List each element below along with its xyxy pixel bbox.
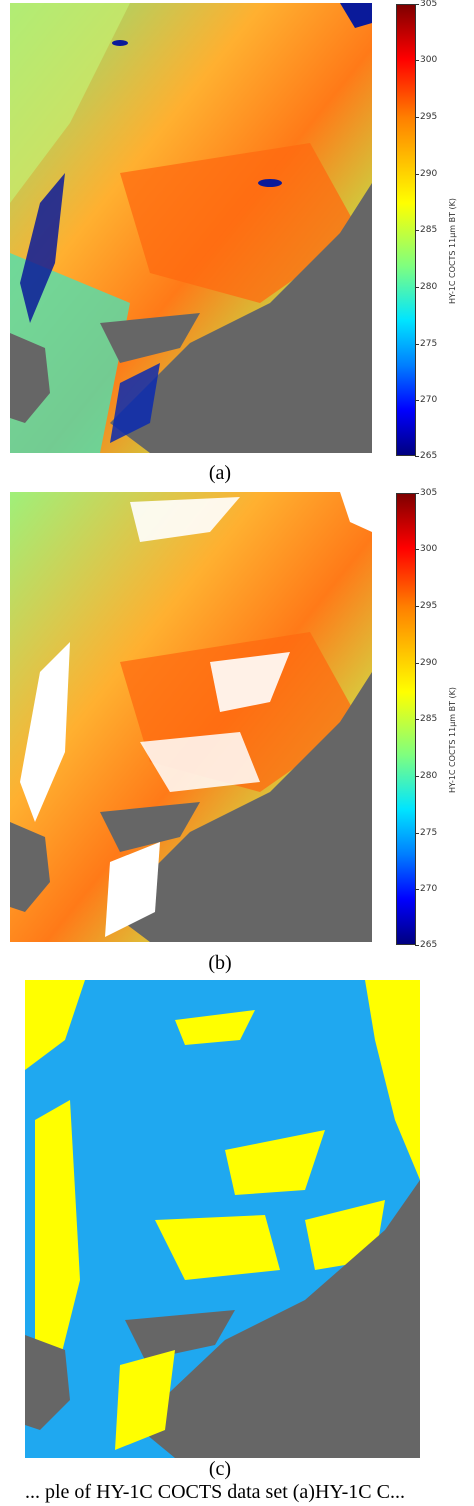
colorbar-tick: 285 (414, 225, 438, 235)
panel-a: 305 300 295 290 285 280 275 270 265 HY-1… (0, 0, 474, 490)
colorbar-tick: 270 (414, 395, 438, 405)
colorbar-tick: 295 (414, 112, 438, 122)
colorbar-tick: 295 (414, 601, 438, 611)
colorbar-a: 305 300 295 290 285 280 275 270 265 HY-1… (396, 0, 474, 461)
panel-c: (c) (0, 980, 474, 1480)
colorbar-tick: 275 (414, 339, 438, 349)
bt-map-a (10, 3, 372, 453)
colorbar-tick: 290 (414, 658, 438, 668)
colorbar-tick: 265 (414, 451, 438, 461)
colorbar-tick: 280 (414, 282, 438, 292)
colorbar-tick: 280 (414, 771, 438, 781)
panel-b: 305 300 295 290 285 280 275 270 265 HY-1… (0, 488, 474, 980)
panel-caption: (a) (208, 462, 232, 484)
bt-map-b (10, 492, 372, 942)
colorbar-tick: 300 (414, 544, 438, 554)
colorbar-b: 305 300 295 290 285 280 275 270 265 HY-1… (396, 488, 474, 950)
colorbar-gradient (396, 493, 416, 945)
colorbar-tick: 290 (414, 169, 438, 179)
colorbar-tick: 305 (414, 0, 438, 9)
colorbar-label: HY-1C COCTS 11μm BT (K) (448, 197, 457, 304)
colorbar-tick: 285 (414, 714, 438, 724)
colorbar-tick: 270 (414, 884, 438, 894)
panel-caption: (c) (208, 1458, 232, 1480)
colorbar-tick: 275 (414, 828, 438, 838)
colorbar-label: HY-1C COCTS 11μm BT (K) (448, 686, 457, 793)
colorbar-tick: 265 (414, 940, 438, 950)
cloud-mask-map (25, 980, 420, 1458)
colorbar-tick: 305 (414, 488, 438, 498)
colorbar-gradient (396, 4, 416, 456)
colorbar-tick: 300 (414, 55, 438, 65)
panel-caption: (b) (208, 952, 232, 974)
figure-caption: ... ple of HY-1C COCTS data set (a)HY-1C… (25, 1481, 405, 1503)
